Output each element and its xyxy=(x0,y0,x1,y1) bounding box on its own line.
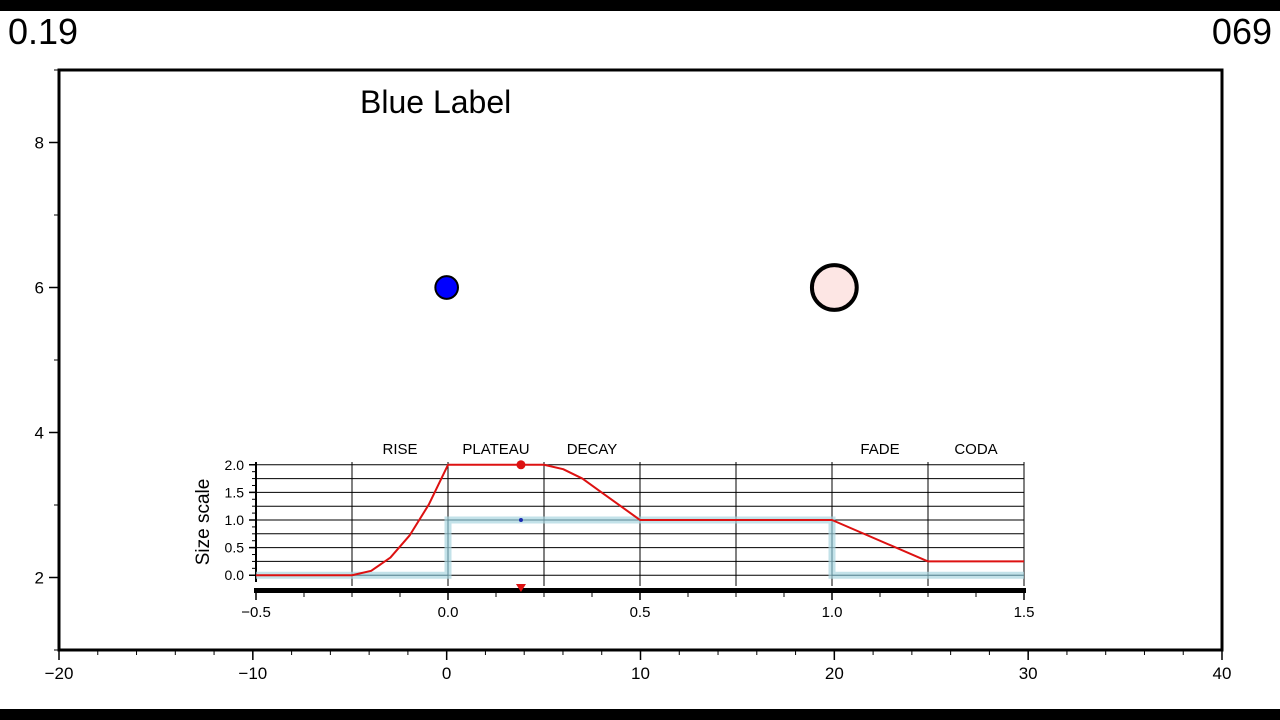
y-tick-label: 4 xyxy=(35,424,44,443)
phase-label-rise: RISE xyxy=(382,441,417,458)
blue-label-annotation: Blue Label xyxy=(360,84,511,120)
inset-series-size-curve xyxy=(256,463,1024,577)
x-tick-label: −20 xyxy=(45,664,74,683)
x-tick-label: 0 xyxy=(442,664,451,683)
inset-timeline-axis xyxy=(254,588,1026,593)
current-size-marker xyxy=(516,460,526,470)
y-tick-label: 8 xyxy=(35,134,44,153)
inset-y-tick-label: 1.5 xyxy=(225,484,245,500)
current-time-indicator xyxy=(515,584,526,592)
x-tick-label: 20 xyxy=(825,664,844,683)
top-black-bar xyxy=(0,0,1280,11)
inset-x-tick-label: 0.0 xyxy=(438,604,459,621)
x-tick-label: 10 xyxy=(631,664,650,683)
phase-label-plateau: PLATEAU xyxy=(462,441,529,458)
pink-circle-marker xyxy=(809,263,859,312)
bottom-black-bar xyxy=(0,709,1280,720)
y-tick-label: 6 xyxy=(35,279,44,298)
inset-x-tick-label: −0.5 xyxy=(241,604,271,621)
inset-y-tick-label: 1.0 xyxy=(225,512,245,528)
phase-label-coda: CODA xyxy=(954,441,997,458)
current-step-marker xyxy=(518,518,523,522)
inset-x-tick-label: 1.0 xyxy=(822,604,843,621)
frame-number-label: 069 xyxy=(1211,11,1272,52)
inset-y-axis-label: Size scale xyxy=(193,479,214,566)
blue-circle-marker xyxy=(434,275,459,300)
main-chart: −20 −10 0 10 20 30 40 2 4 6 8 Blue Label xyxy=(35,68,1232,683)
main-plot-frame xyxy=(57,68,1224,652)
x-tick-label: 30 xyxy=(1019,664,1038,683)
inset-y-tick-label: 2.0 xyxy=(225,457,245,473)
phase-label-decay: DECAY xyxy=(567,441,618,458)
x-tick-label: 40 xyxy=(1213,664,1232,683)
phase-label-fade: FADE xyxy=(860,441,899,458)
inset-x-tick-label: 1.5 xyxy=(1014,604,1035,621)
y-tick-label: 2 xyxy=(35,569,44,588)
inset-x-tick-label: 0.5 xyxy=(630,604,651,621)
time-value-label: 0.19 xyxy=(8,11,79,52)
x-tick-label: −10 xyxy=(238,664,267,683)
inset-y-tick-label: 0.0 xyxy=(225,567,245,583)
inset-chart: RISE PLATEAU DECAY FADE CODA 0.0 0.5 1.0 1.5 2.0 S… xyxy=(193,441,1034,621)
inset-y-tick-label: 0.5 xyxy=(225,540,245,556)
